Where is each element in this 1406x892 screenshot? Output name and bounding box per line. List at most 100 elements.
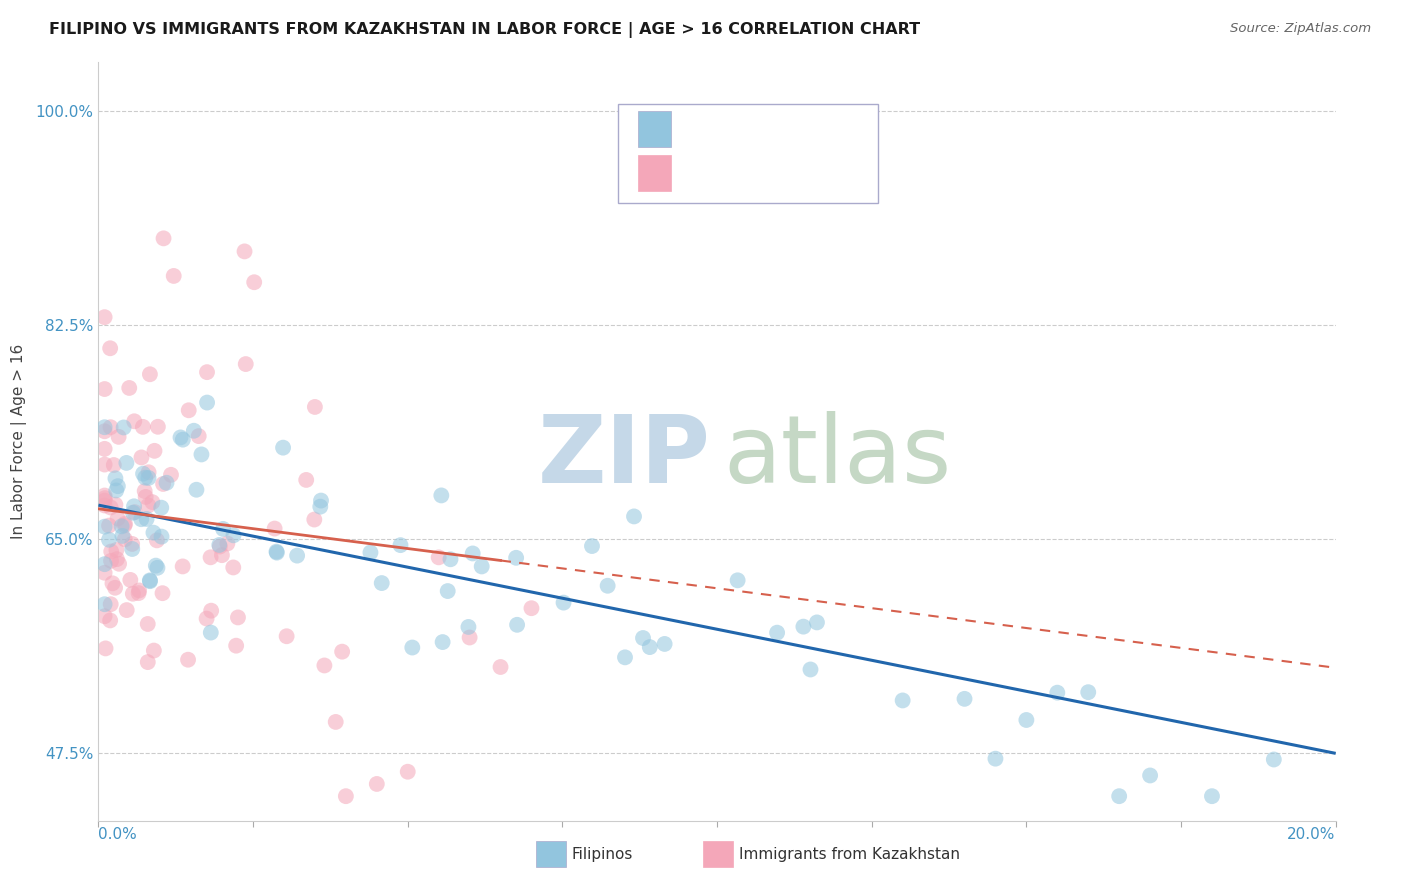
Point <box>93 489 115 503</box>
Point <box>1046 686 1069 700</box>
Point <box>200 604 222 618</box>
Point <box>654 637 676 651</box>
Point <box>155 475 177 490</box>
Point <box>436 584 458 599</box>
Point <box>114 518 136 533</box>
Point <box>121 537 143 551</box>
Point <box>98 533 121 547</box>
Point <box>107 511 129 525</box>
Point <box>396 764 419 779</box>
Point <box>638 640 661 654</box>
Point <box>115 603 138 617</box>
Point <box>142 525 165 540</box>
Point <box>471 559 494 574</box>
FancyBboxPatch shape <box>537 841 567 867</box>
Point <box>105 483 128 498</box>
Point <box>1108 789 1130 804</box>
Text: FILIPINO VS IMMIGRANTS FROM KAZAKHSTAN IN LABOR FORCE | AGE > 16 CORRELATION CHA: FILIPINO VS IMMIGRANTS FROM KAZAKHSTAN I… <box>49 22 921 38</box>
Point <box>984 752 1007 766</box>
Point <box>243 275 266 289</box>
Point <box>107 430 129 444</box>
Point <box>195 395 218 409</box>
Point <box>131 450 153 465</box>
Point <box>105 543 128 558</box>
Point <box>128 586 150 600</box>
Point <box>212 522 235 536</box>
Point <box>100 544 122 558</box>
Point <box>581 539 603 553</box>
Point <box>132 420 155 434</box>
Point <box>461 546 484 560</box>
Point <box>129 512 152 526</box>
Point <box>792 620 814 634</box>
Point <box>226 610 249 624</box>
FancyBboxPatch shape <box>638 155 671 191</box>
Point <box>304 512 326 526</box>
Point <box>631 631 654 645</box>
Point <box>222 528 245 542</box>
Point <box>314 658 336 673</box>
Point <box>614 650 637 665</box>
Point <box>100 500 122 515</box>
Point <box>325 714 347 729</box>
Point <box>93 424 115 438</box>
Point <box>177 653 200 667</box>
Point <box>359 545 381 559</box>
Point <box>100 420 122 434</box>
Point <box>128 583 150 598</box>
Point <box>891 693 914 707</box>
Point <box>142 643 165 657</box>
Point <box>114 516 136 531</box>
Point <box>506 617 529 632</box>
Point <box>100 554 122 568</box>
Point <box>139 574 162 589</box>
Point <box>122 500 145 514</box>
Point <box>111 519 134 533</box>
Point <box>104 498 127 512</box>
Point <box>139 368 162 382</box>
Text: R = -0.535   N = 80: R = -0.535 N = 80 <box>683 121 834 136</box>
Text: 20.0%: 20.0% <box>1288 827 1336 842</box>
Point <box>122 414 145 428</box>
Point <box>195 611 218 625</box>
Point <box>953 691 976 706</box>
Point <box>93 382 115 396</box>
Point <box>93 310 115 325</box>
Point <box>122 506 145 520</box>
Point <box>93 499 115 513</box>
Point <box>163 268 186 283</box>
Point <box>553 596 575 610</box>
Point <box>266 546 288 560</box>
Point <box>139 574 162 588</box>
Point <box>136 655 159 669</box>
Point <box>152 586 174 600</box>
Point <box>335 789 357 804</box>
Point <box>271 441 294 455</box>
Point <box>401 640 423 655</box>
Point <box>330 645 353 659</box>
Y-axis label: In Labor Force | Age > 16: In Labor Force | Age > 16 <box>11 344 27 539</box>
Point <box>112 420 135 434</box>
Point <box>309 493 332 508</box>
Point <box>121 587 143 601</box>
Point <box>93 609 115 624</box>
Point <box>108 557 131 571</box>
Point <box>146 419 169 434</box>
Point <box>766 625 789 640</box>
Point <box>143 443 166 458</box>
Point <box>93 420 115 434</box>
Point <box>458 631 481 645</box>
Point <box>211 548 233 562</box>
Point <box>93 566 115 580</box>
Text: 0.0%: 0.0% <box>98 827 138 842</box>
Point <box>172 559 194 574</box>
Point <box>135 512 157 526</box>
Point <box>98 518 121 533</box>
Point <box>505 550 527 565</box>
Point <box>94 491 117 505</box>
Point <box>430 488 453 502</box>
Point <box>233 244 256 259</box>
Point <box>439 552 461 566</box>
Point <box>98 341 121 355</box>
Point <box>93 442 115 456</box>
